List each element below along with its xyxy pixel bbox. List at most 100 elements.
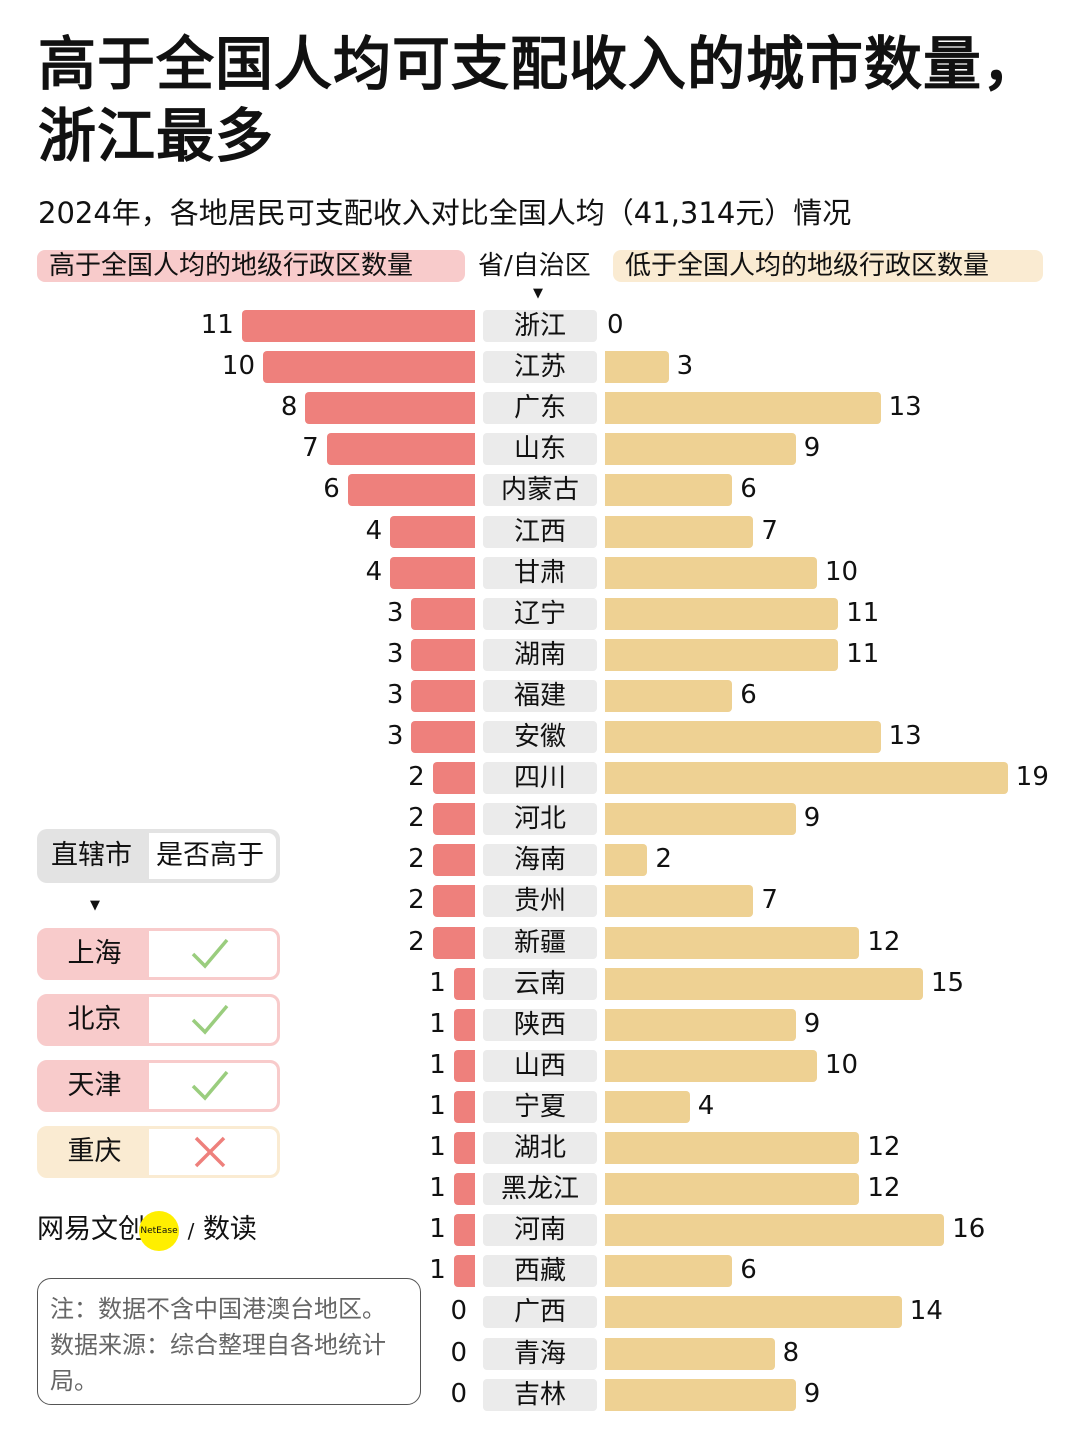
value-label-above: 4: [365, 515, 383, 546]
value-label-above: 11: [200, 310, 234, 340]
value-label-above: 7: [302, 433, 319, 464]
bar-above: [453, 1090, 475, 1123]
bar-below: [605, 1132, 860, 1164]
sort-arrow-icon: ▼: [533, 286, 543, 301]
value-label-below: 3: [676, 351, 694, 382]
legend-below: 低于全国人均的地级行政区数量: [613, 250, 1043, 282]
value-label-below: 6: [740, 474, 757, 505]
bar-above: [432, 762, 475, 795]
category-label: 四川: [483, 762, 597, 795]
bar-above: [432, 803, 475, 836]
value-label-above: 2: [408, 844, 425, 875]
value-label-below: 15: [931, 967, 965, 998]
value-label-above: 0: [450, 1378, 467, 1409]
bar-above: [453, 967, 475, 1000]
municipality-row: 上海: [37, 928, 280, 980]
value-label-below: 10: [825, 556, 859, 587]
value-label-below: 13: [888, 392, 922, 423]
value-label-below: 7: [761, 885, 778, 916]
municipality-header-col2: 是否高于: [156, 840, 264, 871]
category-label: 河南: [483, 1214, 597, 1247]
category-label: 福建: [483, 679, 597, 712]
bar-below: [605, 515, 754, 548]
check-icon: [190, 1000, 230, 1040]
bar-above: [326, 433, 475, 466]
bar-above: [432, 885, 475, 918]
category-label: 云南: [483, 967, 597, 1000]
value-label-below: 6: [740, 1255, 757, 1286]
value-label-above: 1: [429, 1049, 446, 1080]
municipality-row: 北京: [37, 994, 280, 1046]
value-label-below: 11: [846, 638, 880, 669]
value-label-below: 9: [803, 1378, 821, 1409]
bar-above: [390, 556, 475, 589]
category-label: 甘肃: [483, 556, 597, 589]
bar-below: [605, 1296, 902, 1329]
bar-below: [605, 926, 860, 959]
value-label-above: 3: [386, 597, 404, 628]
value-label-above: 1: [429, 1132, 446, 1162]
value-label-below: 10: [825, 1049, 859, 1080]
logo-separator: /: [187, 1219, 195, 1243]
municipality-name: 北京: [67, 1004, 122, 1035]
bar-below: [605, 638, 839, 671]
value-label-below: 6: [740, 679, 757, 710]
value-label-above: 1: [429, 1214, 446, 1245]
value-label-below: 4: [697, 1090, 715, 1121]
value-label-above: 6: [323, 474, 340, 505]
value-label-above: 4: [365, 556, 383, 587]
value-label-below: 19: [1015, 762, 1049, 793]
value-label-below: 8: [782, 1337, 800, 1368]
value-label-above: 2: [408, 803, 425, 834]
logo-badge: NetEase: [139, 1210, 179, 1251]
category-label: 湖北: [483, 1132, 597, 1164]
category-label: 吉林: [483, 1378, 597, 1411]
bar-above: [432, 844, 475, 877]
bar-below: [605, 967, 923, 1000]
value-label-above: 3: [386, 721, 404, 751]
bar-below: [605, 885, 754, 918]
bar-below: [605, 351, 669, 384]
footnote: 注：数据不含中国港澳台地区。数据来源：综合整理自各地统计局。: [37, 1278, 421, 1405]
value-label-above: 1: [429, 967, 446, 998]
municipality-row: 重庆: [37, 1126, 280, 1178]
value-label-above: 10: [221, 351, 255, 382]
logo-section: 数读: [202, 1214, 257, 1245]
category-label: 江西: [483, 515, 597, 548]
value-label-below: 0: [607, 310, 624, 340]
category-label: 广东: [483, 392, 597, 425]
category-label: 贵州: [483, 885, 597, 918]
value-label-above: 1: [429, 1008, 446, 1039]
bar-above: [390, 515, 475, 548]
bar-above: [453, 1049, 475, 1082]
bar-above: [453, 1214, 475, 1247]
legend-category: 省/自治区: [478, 251, 591, 281]
category-label: 陕西: [483, 1008, 597, 1041]
value-label-below: 2: [655, 844, 672, 875]
bar-above: [453, 1132, 475, 1164]
category-label: 西藏: [483, 1255, 597, 1288]
value-label-below: 7: [761, 515, 778, 546]
bar-below: [605, 1255, 733, 1288]
value-label-below: 14: [909, 1296, 943, 1327]
bar-below: [605, 1090, 690, 1123]
category-label: 山东: [483, 433, 597, 466]
check-icon: [190, 934, 230, 974]
check-icon: [190, 1066, 230, 1106]
value-label-above: 3: [386, 638, 404, 669]
category-label: 浙江: [483, 310, 597, 342]
category-label: 海南: [483, 844, 597, 877]
bar-below: [605, 474, 733, 507]
page-title: 高于全国人均可支配收入的城市数量，浙江最多: [38, 30, 1042, 170]
bar-above: [453, 1008, 475, 1041]
bar-above: [263, 351, 475, 384]
municipality-row: 天津: [37, 1060, 280, 1112]
category-label: 江苏: [483, 351, 597, 384]
bar-below: [605, 721, 881, 753]
category-label: 黑龙江: [483, 1173, 597, 1206]
logo-brand: 网易文创: [37, 1214, 145, 1245]
value-label-above: 2: [408, 885, 425, 916]
category-label: 内蒙古: [483, 474, 597, 507]
subtitle: 2024年，各地居民可支配收入对比全国人均（41,314元）情况: [38, 196, 852, 230]
logo: 网易文创NetEase / 数读: [37, 1210, 257, 1251]
